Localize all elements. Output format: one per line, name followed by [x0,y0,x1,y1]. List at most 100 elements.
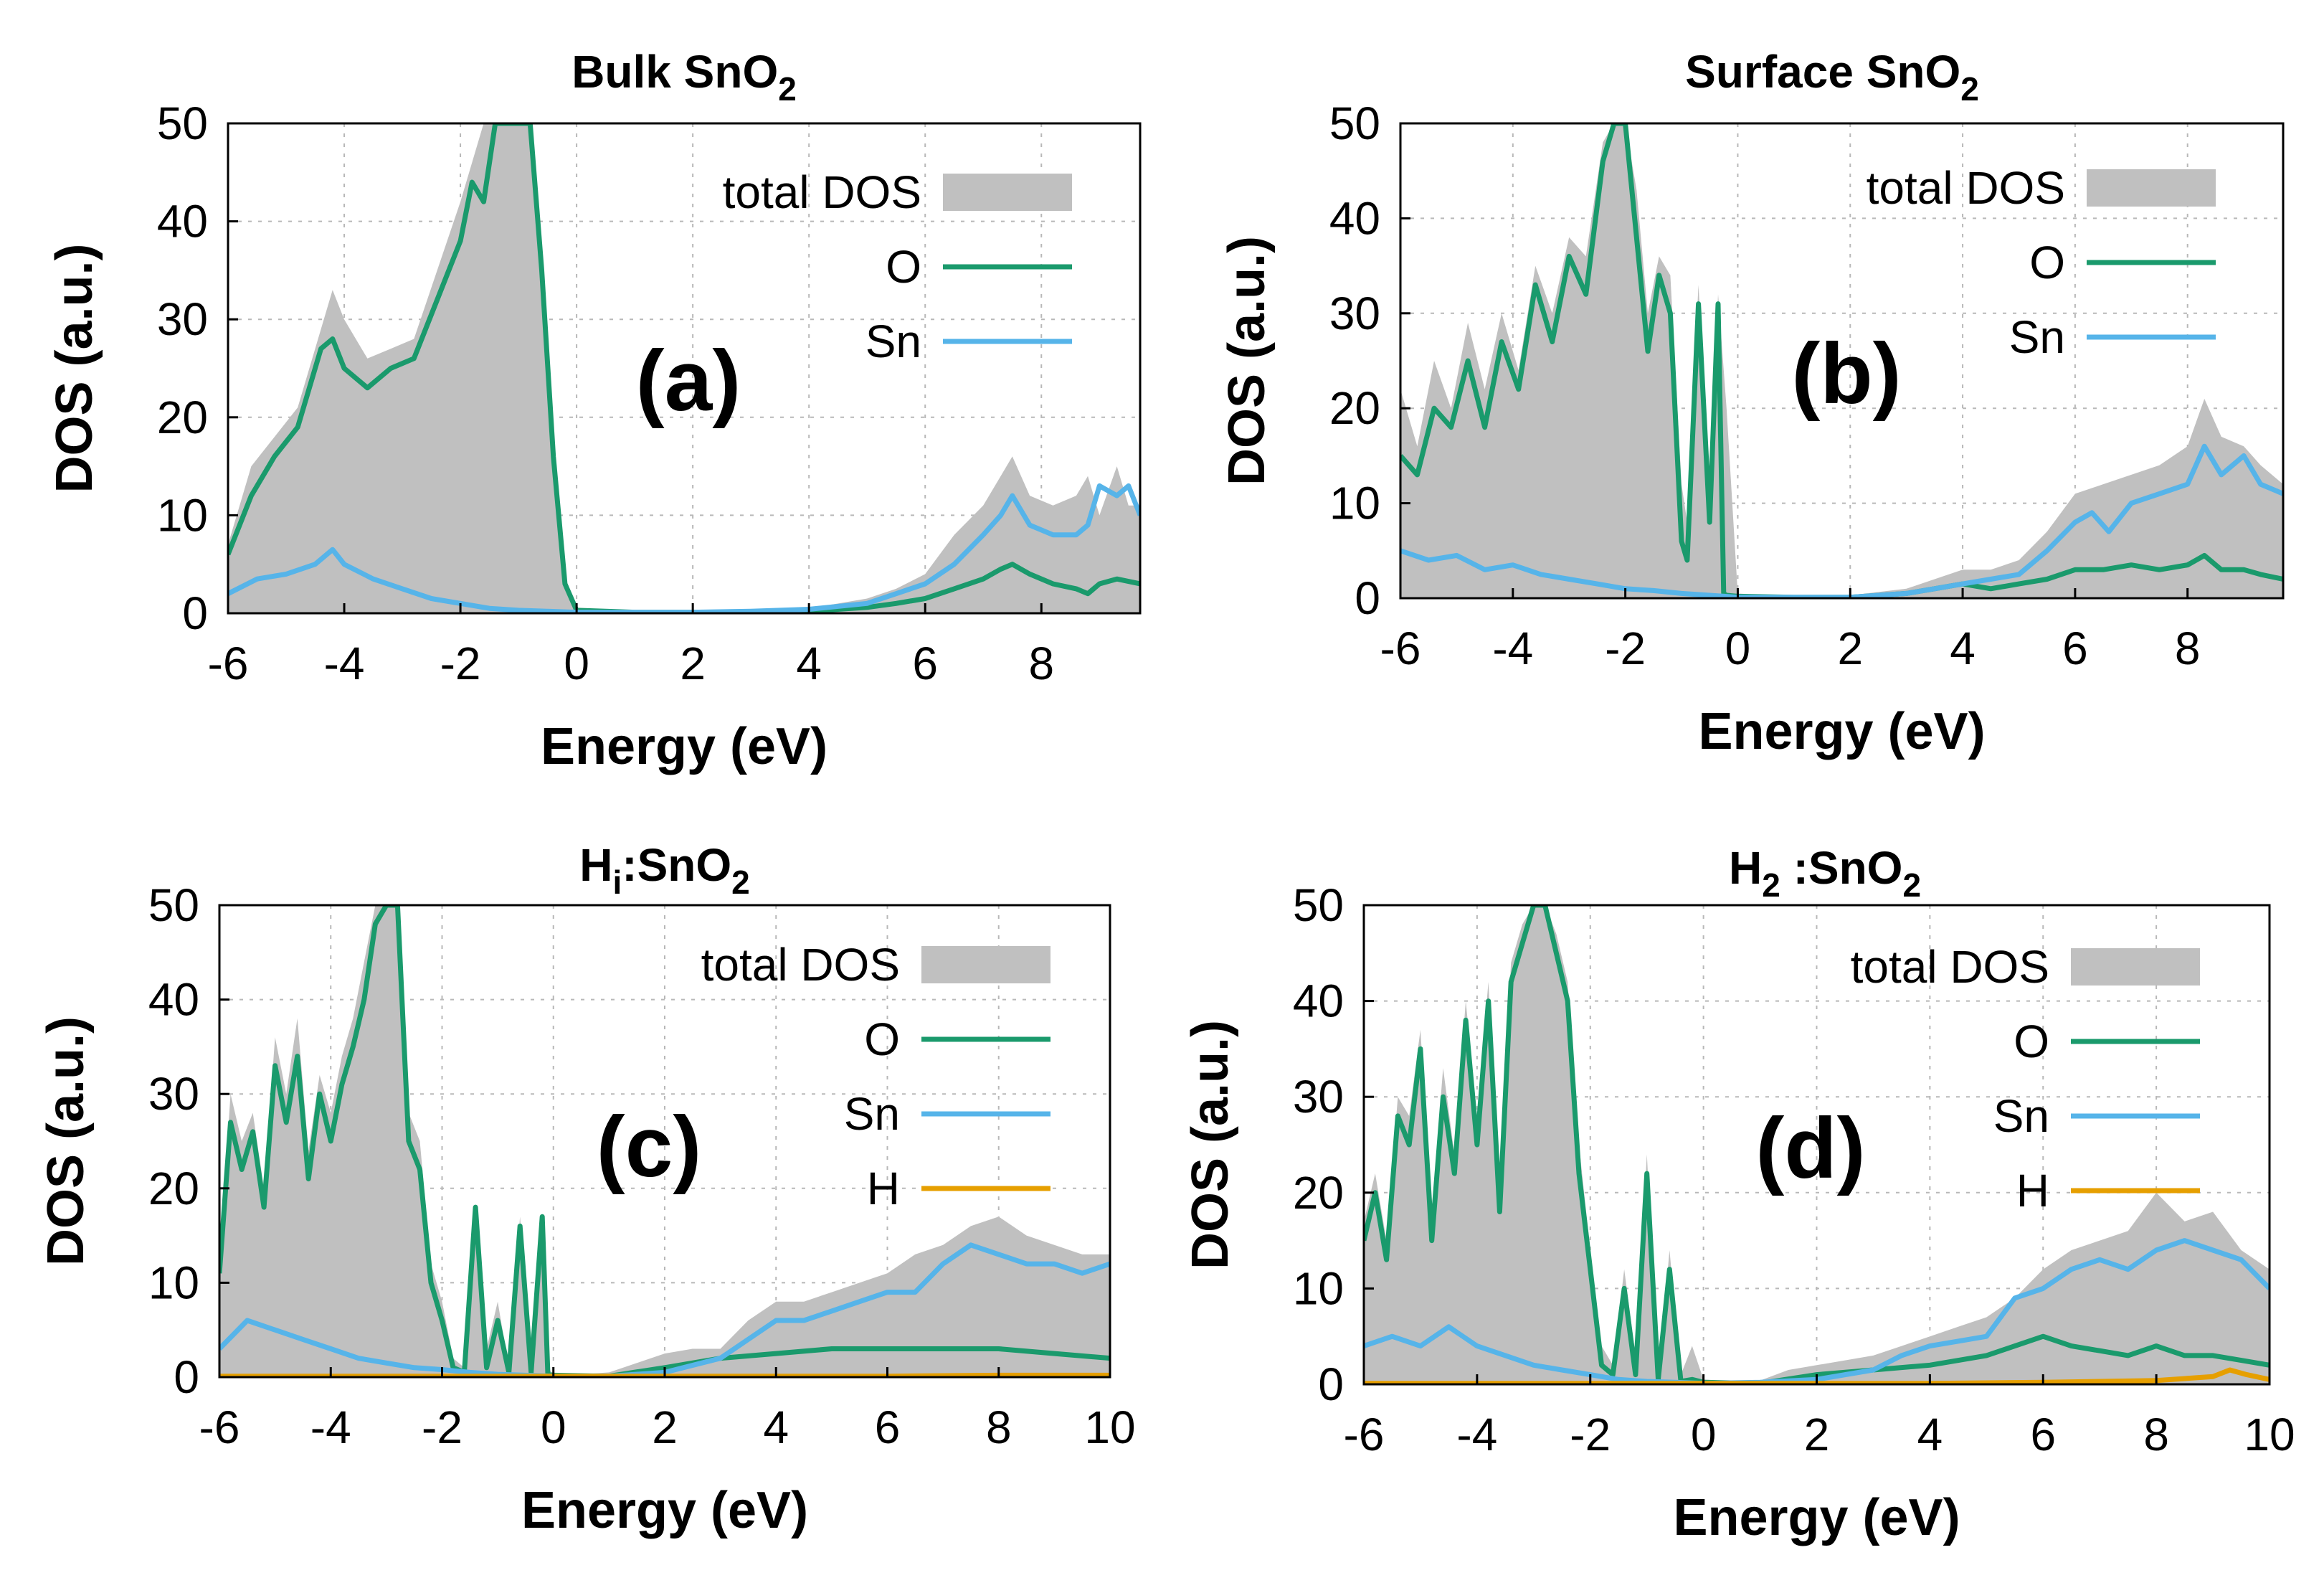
panel-c: -6 -4 -2 0 2 4 6 8 10 0 10 20 30 40 50 Energy (eV) DOS (… [37,839,1136,1539]
y-tick-label: 0 [1318,1358,1344,1410]
legend-label: Sn [844,1088,900,1140]
y-tick-label: 50 [148,879,199,931]
legend-label: total DOS [701,939,900,991]
y-axis-label: DOS (a.u.) [1182,1020,1239,1270]
panel-d: -6 -4 -2 0 2 4 6 8 10 0 10 20 30 40 50 Energy (eV) DOS (… [1182,842,2295,1546]
y-tick-label: 40 [157,196,208,247]
series-total-dos-area [1400,123,2283,598]
y-tick-label: 0 [182,587,208,639]
y-tick-label: 10 [148,1257,199,1308]
legend-label: O [2014,1016,2049,1067]
x-tick-label: 10 [1084,1402,1135,1453]
x-tick-label: 4 [763,1402,789,1453]
x-tick-label: 10 [2244,1409,2295,1460]
x-axis-label: Energy (eV) [521,1482,808,1539]
x-tick-label: 6 [875,1402,901,1453]
x-tick-label: -4 [310,1402,351,1453]
y-tick-label: 0 [174,1351,199,1403]
panel-label: (a) [636,333,741,429]
legend-label: H [867,1163,900,1214]
y-tick-label: 30 [1293,1071,1344,1123]
y-tick-label: 20 [148,1163,199,1214]
legend-label: O [886,241,921,293]
x-tick-label: 2 [1837,623,1863,674]
panel-b: -6 -4 -2 0 2 4 6 8 0 10 20 30 40 50 Energy (eV) DOS (a.… [1218,46,2285,760]
x-tick-label: 0 [1691,1409,1717,1460]
series-o-line [219,905,1110,1377]
x-tick-label: 0 [541,1402,566,1453]
x-tick-label: -2 [1570,1409,1611,1460]
y-tick-label: 50 [1293,879,1344,931]
y-tick-label: 30 [1329,288,1380,339]
x-tick-label: 8 [986,1402,1012,1453]
x-axis-label: Energy (eV) [1698,703,1985,760]
x-axis-label: Energy (eV) [1673,1489,1960,1546]
y-tick-label: 10 [157,489,208,541]
y-tick-label: 30 [148,1068,199,1120]
series-sn-line [1400,443,2283,598]
y-tick-label: 50 [157,98,208,149]
x-tick-label: -4 [1456,1409,1497,1460]
series-sn-line [219,1242,1110,1377]
y-tick-label: 20 [1329,382,1380,434]
legend-label: Sn [1993,1090,2049,1142]
panel-label: (c) [597,1099,702,1195]
legend-label: H [2016,1165,2049,1216]
legend-label: total DOS [723,166,921,218]
x-tick-label: 2 [1804,1409,1830,1460]
legend-swatch-total-dos [2087,169,2216,207]
chart-title: Hi:SnO2 [579,839,749,901]
y-tick-label: 30 [157,293,208,345]
legend-label: total DOS [1851,941,2049,993]
series-sn-line [1364,1238,2270,1384]
legend-label: total DOS [1867,162,2065,214]
legend-label: Sn [865,316,921,367]
legend-label: O [2029,237,2065,288]
series-o-line [228,123,1140,613]
panel-label: (b) [1791,326,1901,422]
chart-title: Surface SnO2 [1685,46,1979,108]
x-tick-label: 0 [1725,623,1751,674]
y-tick-label: 20 [157,392,208,443]
x-tick-label: 6 [912,638,938,689]
legend-swatch-total-dos [2071,948,2200,986]
x-tick-label: 8 [1028,638,1054,689]
y-tick-label: 20 [1293,1167,1344,1219]
x-tick-label: 8 [2175,623,2201,674]
x-tick-label: 2 [652,1402,678,1453]
series-o-line [1400,123,2283,598]
chart-title: Bulk SnO2 [571,46,797,108]
x-tick-label: 8 [2143,1409,2169,1460]
x-tick-label: 0 [564,638,589,689]
legend-label: O [864,1013,900,1065]
y-axis-label: DOS (a.u.) [37,1016,95,1266]
panel-label: (d) [1755,1100,1865,1196]
y-tick-label: 50 [1329,98,1380,149]
x-tick-label: -2 [1605,623,1646,674]
y-tick-label: 10 [1293,1262,1344,1314]
y-tick-label: 40 [148,974,199,1026]
y-axis-label: DOS (a.u.) [46,243,103,493]
legend-swatch-total-dos [921,946,1050,983]
x-tick-label: 4 [1917,1409,1943,1460]
y-tick-label: 40 [1293,975,1344,1027]
x-tick-label: -2 [422,1402,463,1453]
panel-a: -6 -4 -2 0 2 4 6 8 0 10 20 30 40 50 Energy (eV) DOS (a.… [46,46,1142,775]
legend-swatch-total-dos [943,174,1072,211]
series-total-dos-area [219,905,1110,1377]
y-tick-label: 40 [1329,192,1380,244]
x-tick-label: -6 [208,638,249,689]
series-o-line [1364,905,2270,1384]
series-sn-line [228,483,1140,613]
x-tick-label: 4 [796,638,822,689]
x-tick-label: -6 [199,1402,240,1453]
chart-title: H2 :SnO2 [1729,842,1921,904]
plot-frame [227,122,1142,615]
x-tick-label: 6 [2030,1409,2056,1460]
x-tick-label: -6 [1344,1409,1385,1460]
x-tick-label: -2 [440,638,481,689]
y-tick-label: 0 [1355,572,1380,624]
y-axis-label: DOS (a.u.) [1218,236,1276,486]
x-tick-label: 4 [1950,623,1976,674]
